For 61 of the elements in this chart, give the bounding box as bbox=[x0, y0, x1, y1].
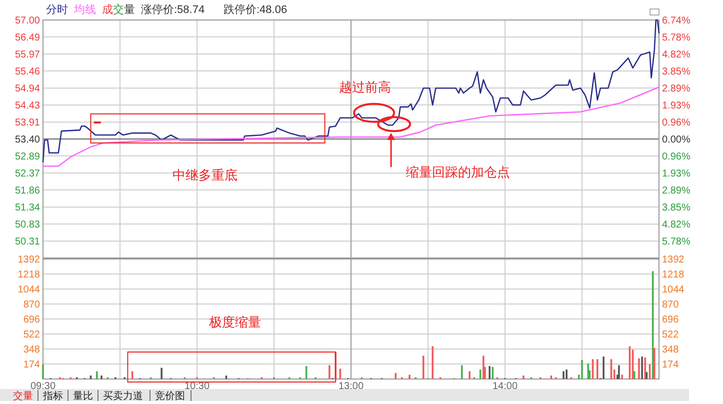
y-tick-label: 51.34 bbox=[14, 202, 40, 214]
text: 均线 bbox=[73, 3, 96, 16]
y-tick-label: 57.00 bbox=[14, 16, 40, 26]
x-tick-label: 09:30 bbox=[30, 381, 56, 392]
y2-tick-label: 3.85% bbox=[662, 66, 690, 78]
text: 交量 bbox=[13, 390, 33, 402]
y2-tick-label: 1.93% bbox=[662, 100, 690, 112]
text: 跌停价:48.06 bbox=[224, 4, 288, 16]
y-tick-label: 55.46 bbox=[14, 66, 40, 78]
y-tick-label: 174 bbox=[23, 360, 40, 370]
y2-tick-label: 3.85% bbox=[662, 202, 690, 214]
text: 涨停价:58.74 bbox=[141, 4, 205, 16]
text: 指标 bbox=[42, 390, 63, 402]
y-tick-label: 52.37 bbox=[14, 168, 40, 180]
y-tick-label: 53.40 bbox=[14, 134, 40, 146]
y2-tick-label: 5.78% bbox=[662, 236, 690, 248]
y-tick-label: 50.31 bbox=[14, 236, 40, 248]
y2-tick-label: 6.74% bbox=[662, 16, 690, 26]
y2-tick-label: 696 bbox=[662, 314, 680, 326]
y-tick-label: 53.91 bbox=[14, 118, 40, 129]
x-tick-label: 13:00 bbox=[338, 381, 364, 392]
y2-tick-label: 0.96% bbox=[662, 118, 690, 129]
y2-tick-label: 1392 bbox=[662, 254, 685, 266]
y2-tick-label: 1044 bbox=[662, 284, 685, 296]
y-tick-label: 50.83 bbox=[14, 219, 40, 230]
y-tick-label: 1044 bbox=[18, 284, 40, 296]
y2-tick-label: 4.82% bbox=[662, 49, 690, 60]
y-tick-label: 348 bbox=[23, 344, 40, 356]
annotation: 极度缩量 bbox=[208, 314, 261, 330]
y-tick-label: 55.97 bbox=[14, 50, 40, 61]
y-tick-label: 56.49 bbox=[14, 32, 40, 44]
x-tick-label: 14:00 bbox=[492, 381, 518, 392]
y2-tick-label: 174 bbox=[662, 360, 680, 370]
y-tick-label: 52.89 bbox=[14, 151, 40, 162]
text: 分时 bbox=[46, 3, 68, 16]
y2-tick-label: 348 bbox=[662, 344, 680, 356]
text: 竞价图 bbox=[155, 390, 185, 402]
y-tick-label: 1392 bbox=[18, 254, 40, 266]
y-tick-label: 870 bbox=[23, 300, 40, 310]
y2-tick-label: 522 bbox=[662, 330, 680, 340]
annotation: 中继多重底 bbox=[172, 168, 238, 183]
text: 买卖力道 bbox=[103, 390, 143, 402]
y-tick-label: 54.43 bbox=[14, 100, 40, 112]
y2-tick-label: 1.93% bbox=[662, 168, 690, 180]
y2-tick-label: 0.00% bbox=[662, 134, 690, 146]
y-tick-label: 696 bbox=[23, 314, 40, 326]
text: 量比 bbox=[73, 390, 93, 402]
y-tick-label: 54.94 bbox=[14, 84, 40, 95]
annotation: 缩量回踩的加仓点 bbox=[406, 164, 510, 180]
y2-tick-label: 2.89% bbox=[662, 83, 690, 94]
y2-tick-label: 4.82% bbox=[662, 220, 690, 231]
annotation: 越过前高 bbox=[339, 80, 391, 95]
y2-tick-label: 2.89% bbox=[662, 186, 690, 197]
y2-tick-label: 1218 bbox=[662, 270, 685, 280]
y2-tick-label: 870 bbox=[662, 300, 680, 310]
y-tick-label: 51.86 bbox=[14, 185, 40, 196]
y-tick-label: 522 bbox=[23, 330, 40, 340]
y-tick-label: 1218 bbox=[18, 270, 40, 280]
y2-tick-label: 0.96% bbox=[662, 151, 690, 162]
y2-tick-label: 5.78% bbox=[662, 32, 690, 44]
text: 成交量 bbox=[102, 3, 135, 16]
